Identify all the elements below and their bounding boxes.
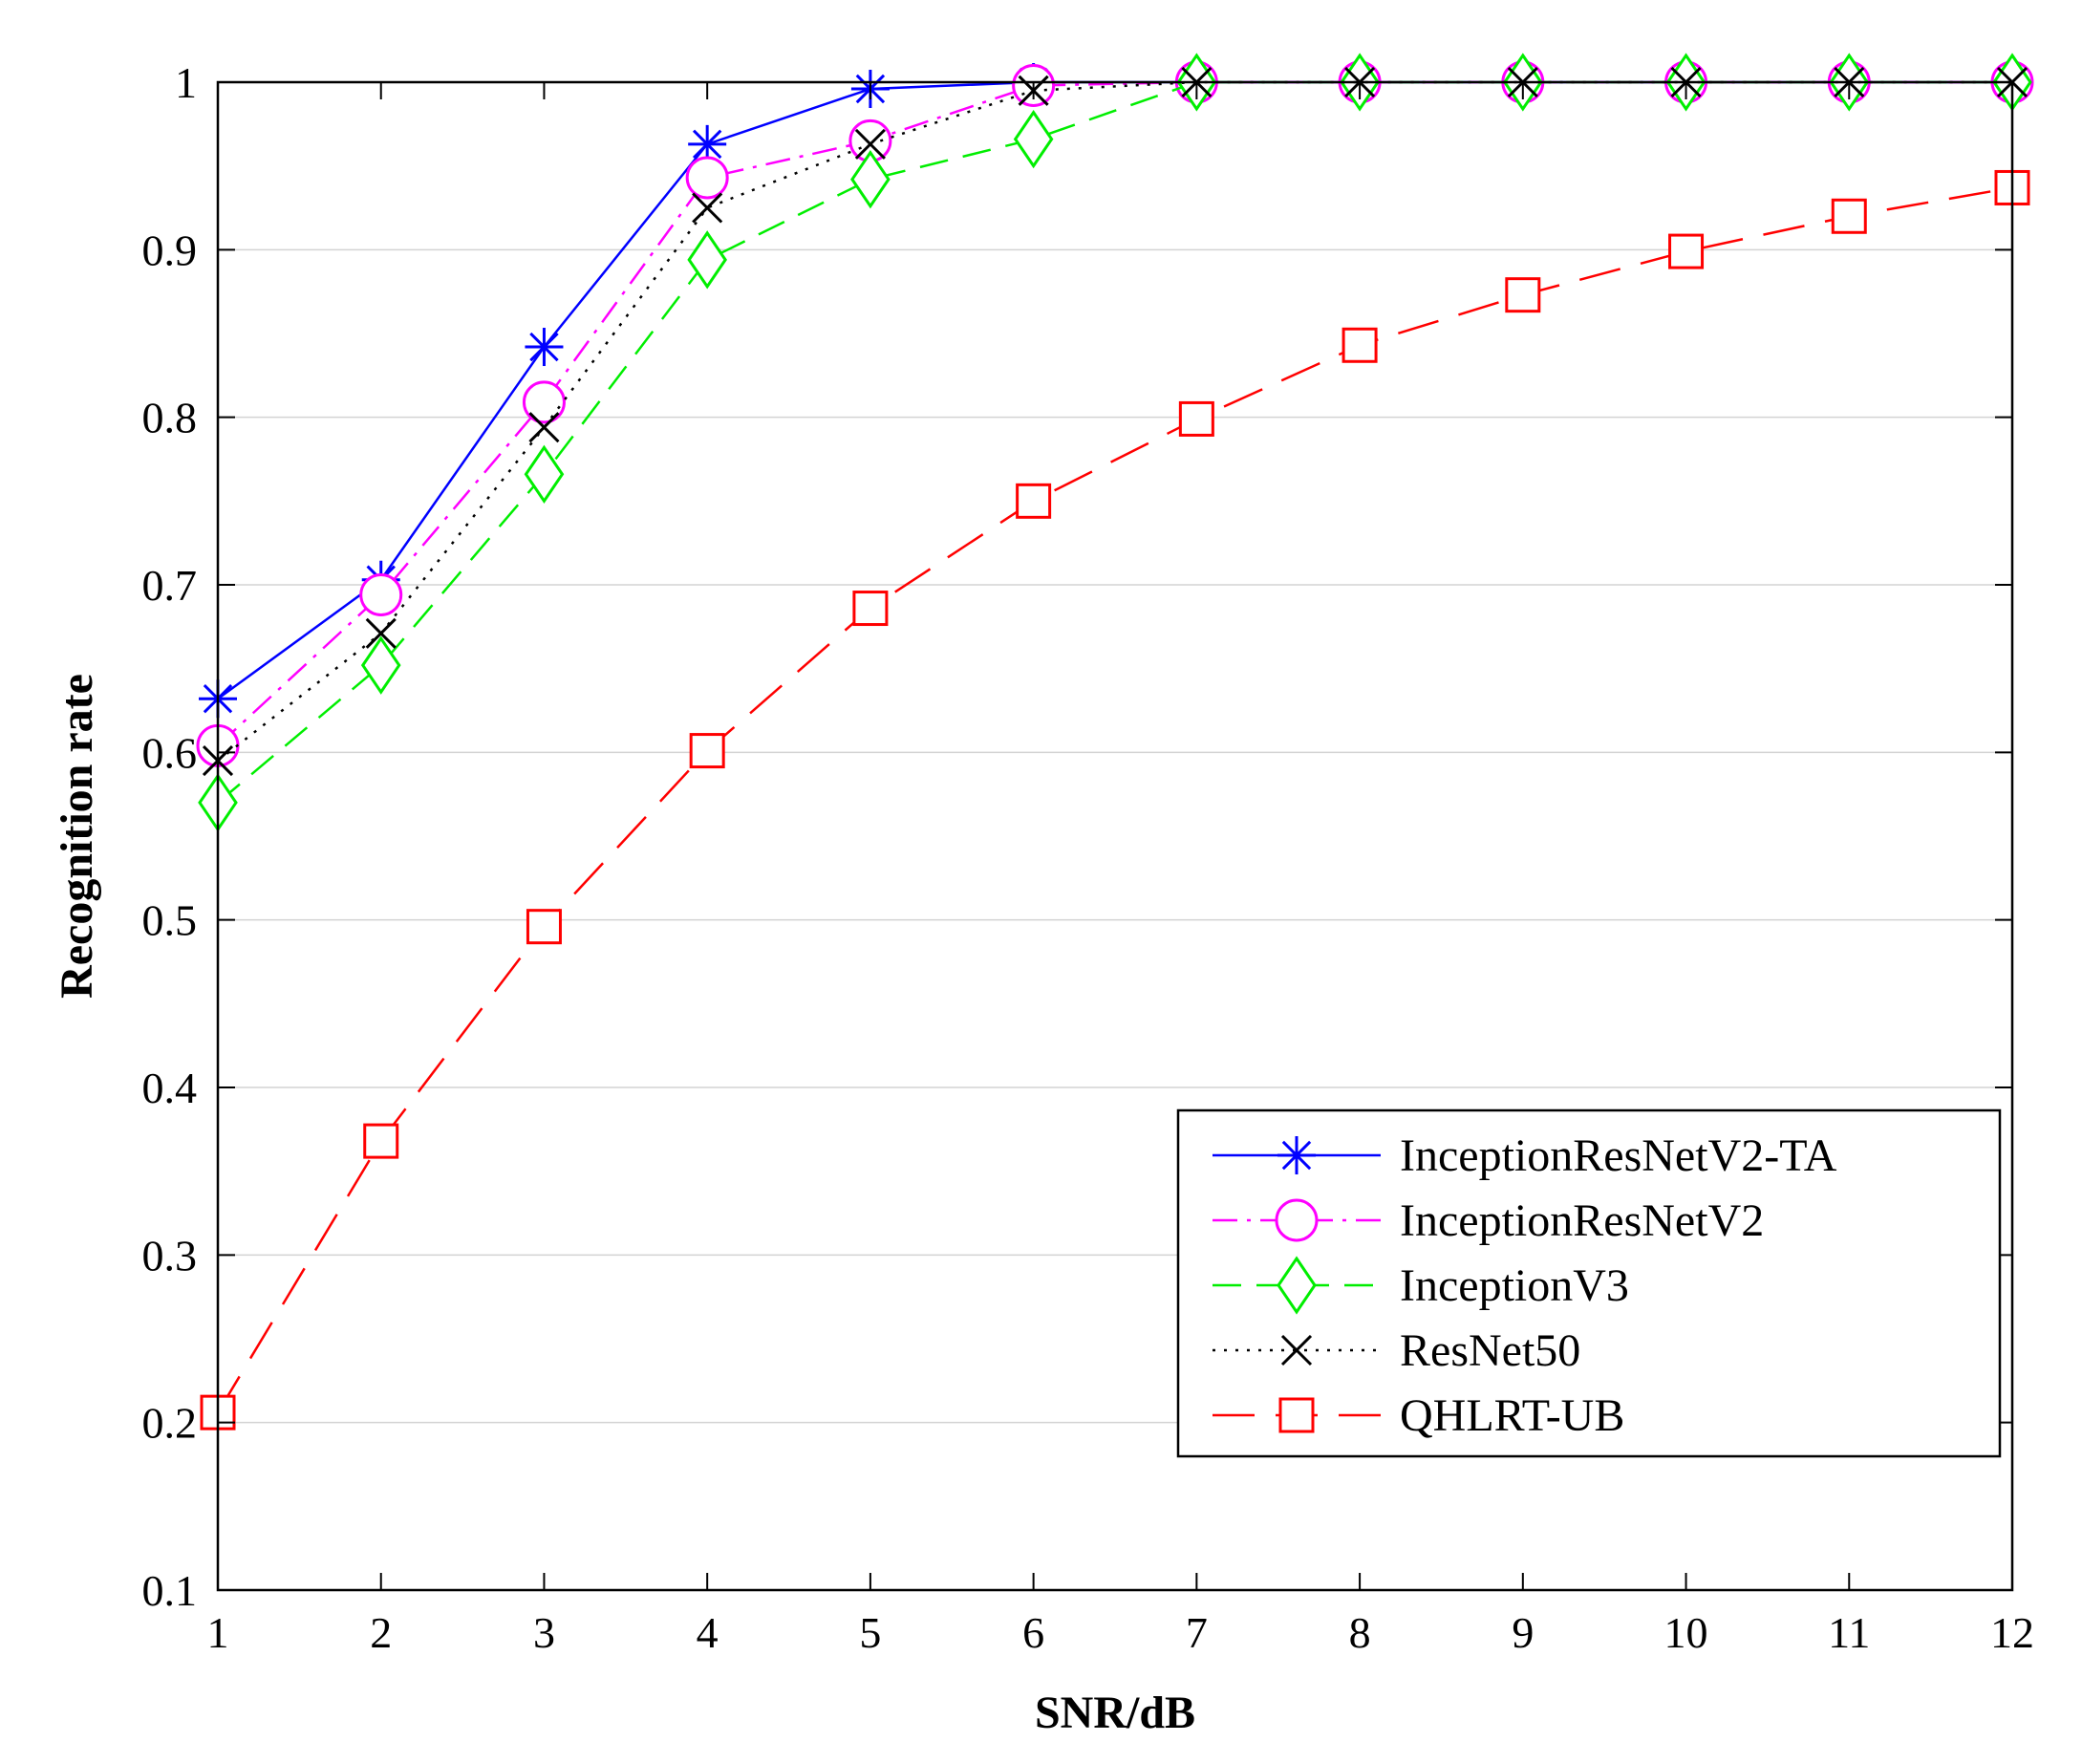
legend-label: ResNet50 [1400,1325,1580,1376]
x-stroke [854,128,886,160]
data-point [1178,400,1214,437]
data-point [363,1123,399,1159]
legend: InceptionResNetV2-TA InceptionResNetV2 Inc… [1176,1108,2002,1458]
asterisk-stroke [529,332,559,362]
data-point [1016,483,1052,519]
y-tick-label: 0.6 [142,728,198,777]
x-tick-label: 12 [1990,1608,2034,1657]
data-point [1668,233,1705,269]
data-point [688,124,727,163]
data-point [685,156,729,200]
data-point [1013,109,1054,169]
legend-label: InceptionV3 [1400,1260,1629,1311]
legend-entry: ResNet50 [1213,1325,1580,1376]
y-tick-label: 0.5 [142,896,198,945]
data-point [689,733,725,769]
data-point [687,230,727,290]
y-tick-label: 0.9 [142,226,198,274]
x-stroke [692,192,723,224]
series-qhlrt-ub [200,169,2030,1431]
x-tick-label: 8 [1349,1608,1371,1657]
data-point [526,909,562,945]
data-point [1341,327,1378,363]
series-line [216,186,2013,1413]
data-point [528,412,560,443]
legend-entry: InceptionResNetV2 [1213,1195,1764,1246]
x-tick-label: 1 [207,1608,229,1657]
x-tick-label: 2 [370,1608,392,1657]
plot-frame [216,80,2014,1592]
x-tick-label: 7 [1186,1608,1208,1657]
x-tick-label: 10 [1664,1608,1708,1657]
asterisk-stroke [1281,1140,1312,1171]
x-stroke [365,617,397,649]
legend-marker [1277,1256,1317,1315]
asterisk-stroke [692,129,722,160]
data-point [359,573,403,617]
data-point [525,328,564,367]
y-tick-label: 0.4 [142,1064,198,1112]
y-tick-label: 0.3 [142,1231,198,1280]
legend-marker [1275,1198,1319,1242]
y-tick-label: 0.7 [142,561,198,610]
x-tick-label: 3 [533,1608,555,1657]
data-point [1505,277,1541,313]
x-tick-label: 11 [1828,1608,1870,1657]
data-point [1831,198,1867,234]
y-tick-label: 0.8 [142,394,198,442]
y-tick-label: 1 [175,58,197,107]
legend-label: InceptionResNetV2 [1400,1195,1764,1246]
x-tick-label: 9 [1512,1608,1534,1657]
data-point [524,444,565,504]
legend-marker [1278,1397,1315,1433]
data-point [852,591,889,627]
axis-ticks: 0.10.20.30.40.50.60.70.80.911 2 3 4 5 6 7 8 9 10 1… [142,58,2035,1657]
legend-marker [1277,1136,1316,1174]
x-tick-label: 4 [697,1608,719,1657]
y-axis-label: Recognition rate [52,674,102,999]
legend-entry: QHLRT-UB [1213,1390,1624,1441]
x-stroke [1280,1334,1313,1366]
data-point [692,192,723,224]
data-point [360,635,401,695]
data-point [365,617,397,649]
x-axis-label: SNR/dB [1035,1688,1195,1738]
legend-label: QHLRT-UB [1400,1390,1624,1441]
y-tick-label: 0.1 [142,1566,198,1615]
x-stroke [528,412,560,443]
x-tick-label: 6 [1022,1608,1044,1657]
grid-lines [218,248,2012,1424]
legend-label: InceptionResNetV2-TA [1400,1130,1837,1181]
data-point [854,128,886,160]
data-point [522,380,566,424]
legend-entry: InceptionV3 [1213,1256,1629,1315]
legend-entry: InceptionResNetV2-TA [1213,1130,1837,1181]
y-tick-label: 0.2 [142,1399,198,1448]
data-point [850,150,891,209]
x-tick-label: 5 [859,1608,881,1657]
legend-marker [1280,1334,1313,1366]
series-line [217,80,2012,763]
